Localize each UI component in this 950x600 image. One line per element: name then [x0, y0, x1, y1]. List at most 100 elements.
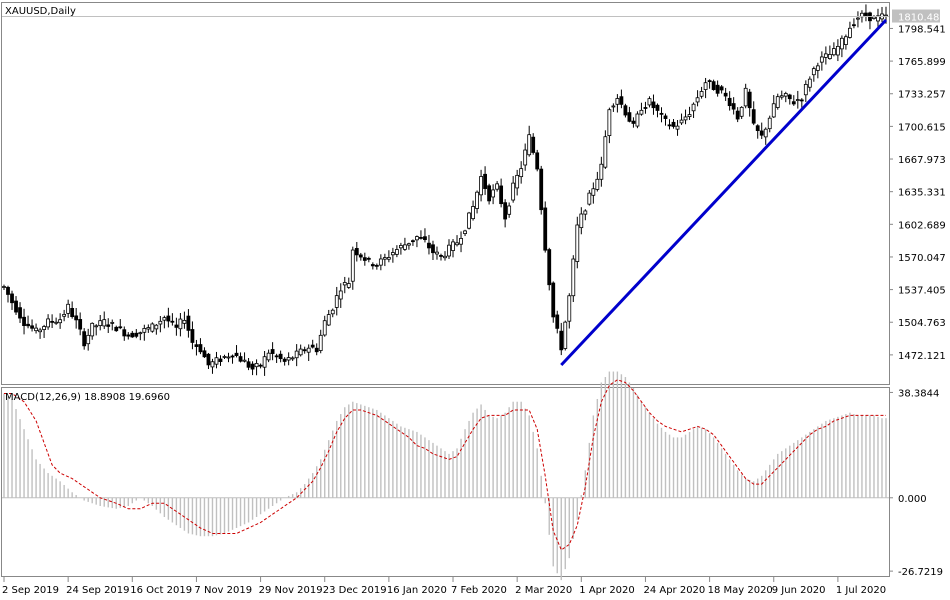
candle — [543, 201, 548, 253]
price-tick-label: 1504.763 — [898, 318, 946, 329]
candle — [106, 318, 111, 334]
candle — [254, 359, 259, 376]
candle — [298, 344, 303, 357]
candle — [611, 103, 616, 112]
candle — [555, 310, 560, 334]
candle — [266, 349, 271, 363]
candle — [202, 347, 207, 358]
candle — [559, 322, 564, 356]
candle — [835, 39, 840, 62]
candle — [390, 247, 395, 263]
x-tick-label: 16 Oct 2019 — [130, 585, 192, 596]
x-tick-label: 24 Sep 2019 — [66, 585, 129, 596]
candle — [270, 342, 275, 361]
candle — [763, 127, 768, 145]
macd-tick-label: 0.000 — [898, 494, 927, 505]
x-tick-label: 9 Jun 2020 — [772, 585, 826, 596]
candle — [523, 143, 528, 171]
price-tick-label: 1667.973 — [898, 155, 946, 166]
candle — [274, 353, 279, 363]
x-tick-label: 29 Nov 2019 — [259, 585, 323, 596]
candle — [174, 317, 179, 336]
candle — [852, 18, 856, 29]
candle — [38, 327, 42, 339]
candle — [427, 234, 431, 255]
candle — [487, 183, 492, 205]
candle — [122, 326, 127, 341]
candle — [166, 307, 171, 328]
candle — [491, 184, 496, 205]
candle — [370, 262, 375, 270]
candle — [306, 344, 311, 362]
candle — [154, 323, 159, 335]
candle — [591, 182, 596, 204]
candle — [50, 314, 55, 329]
candle — [286, 352, 291, 366]
candle — [210, 358, 215, 374]
candle — [290, 356, 295, 361]
candle — [811, 66, 816, 82]
candle — [354, 241, 359, 262]
axes: 1798.541 1765.899 1733.257 1700.615 1667.973… — [2, 9, 946, 596]
x-tick-label: 16 Jan 2020 — [387, 585, 447, 596]
candle — [6, 285, 10, 303]
candle — [54, 317, 59, 325]
candle — [342, 276, 347, 294]
candle — [318, 329, 323, 354]
candle — [330, 308, 335, 318]
candle — [10, 290, 14, 310]
candle — [507, 202, 512, 218]
candle — [178, 312, 183, 337]
candle — [314, 343, 319, 356]
candle — [711, 79, 716, 91]
candle — [415, 235, 419, 248]
candle — [691, 102, 696, 119]
candle — [423, 228, 427, 243]
candle — [22, 308, 26, 335]
candle — [767, 115, 772, 133]
candle — [547, 247, 552, 291]
candle — [246, 358, 251, 371]
candle — [110, 319, 115, 331]
candle — [90, 322, 95, 340]
candle — [495, 181, 500, 192]
current-price-label: 1810.480 — [898, 13, 946, 24]
price-tick-label: 1733.257 — [898, 90, 946, 101]
candle — [831, 42, 836, 57]
x-tick-label: 23 Dec 2019 — [323, 585, 387, 596]
candle — [170, 313, 175, 326]
candle — [499, 178, 504, 208]
x-tick-label: 2 Mar 2020 — [515, 585, 572, 596]
candle — [262, 351, 267, 376]
candle — [194, 339, 199, 356]
candle — [186, 309, 191, 338]
candle — [398, 242, 403, 255]
candle — [703, 77, 708, 99]
candle — [362, 252, 367, 266]
candle — [779, 90, 784, 100]
candle — [775, 93, 780, 110]
price-tick-label: 1537.405 — [898, 286, 946, 297]
candle — [511, 176, 516, 203]
candle — [715, 80, 720, 97]
candle — [519, 161, 524, 184]
candle — [58, 313, 63, 329]
candle — [471, 200, 475, 221]
candle — [358, 252, 363, 261]
candle — [326, 309, 331, 327]
candle — [623, 103, 628, 118]
candle — [735, 107, 740, 123]
candle — [182, 311, 187, 329]
candle — [463, 229, 467, 237]
candle — [338, 283, 343, 308]
candle — [819, 51, 824, 71]
candle — [451, 238, 455, 258]
candle — [727, 91, 732, 111]
candle — [42, 324, 46, 338]
candle — [515, 169, 520, 196]
candle — [411, 239, 415, 246]
candle — [62, 309, 67, 322]
candle — [431, 240, 435, 261]
candle — [190, 321, 195, 350]
